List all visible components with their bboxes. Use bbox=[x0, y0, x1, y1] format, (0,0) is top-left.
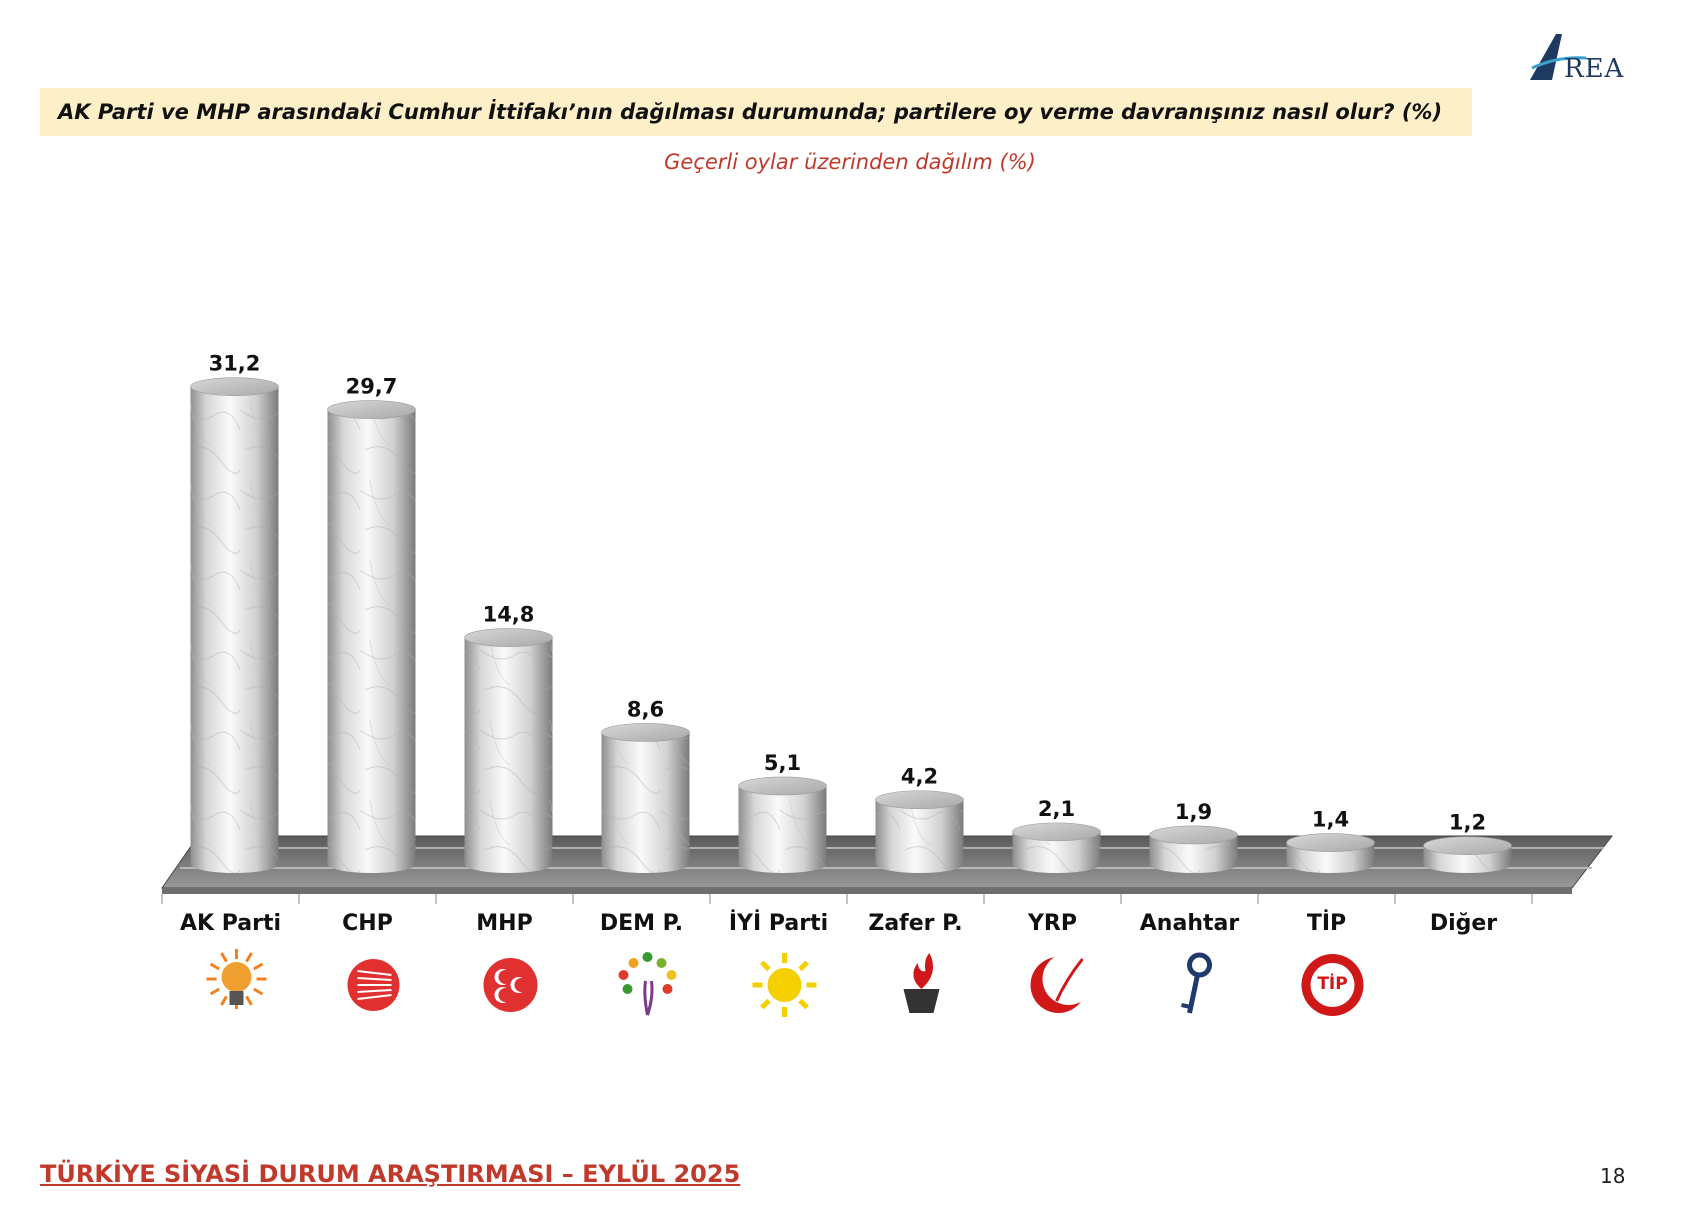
category-label: Anahtar bbox=[1140, 911, 1240, 936]
category-label: Zafer P. bbox=[868, 911, 962, 936]
value-label: 1,4 bbox=[1312, 808, 1349, 832]
bar-cap bbox=[875, 790, 964, 810]
category-label: Diğer bbox=[1430, 911, 1497, 936]
page-number: 18 bbox=[1600, 1164, 1626, 1188]
value-label: 8,6 bbox=[627, 697, 664, 721]
area-logo: REA bbox=[1528, 28, 1658, 88]
bar-cap bbox=[327, 400, 416, 419]
lightbulb-icon bbox=[206, 949, 267, 1009]
tip-seal-icon: TİP bbox=[1301, 954, 1364, 1016]
bar-cap bbox=[464, 628, 553, 647]
floor-front bbox=[162, 888, 1572, 894]
bar-cap bbox=[738, 776, 827, 796]
bar bbox=[464, 628, 553, 873]
category-label: MHP bbox=[476, 911, 532, 936]
category-label: CHP bbox=[342, 911, 393, 936]
bar-cap bbox=[1423, 836, 1512, 855]
bar-cap bbox=[601, 723, 690, 742]
bar-texture bbox=[327, 409, 416, 873]
bar-texture bbox=[875, 799, 964, 873]
bar bbox=[738, 776, 827, 873]
bar bbox=[327, 400, 416, 873]
bar bbox=[1012, 822, 1101, 873]
flame-icon bbox=[903, 953, 940, 1013]
value-label: 2,1 bbox=[1038, 797, 1075, 821]
bar-cap bbox=[1149, 825, 1238, 845]
value-label: 5,1 bbox=[764, 751, 801, 775]
bar-texture bbox=[1012, 831, 1101, 873]
bar bbox=[875, 790, 964, 873]
labels-group: 31,2 AK Parti 29,7 CHP 14,8 MHP 8,6 DEM P. 5,1 İY… bbox=[180, 352, 1497, 1017]
bar bbox=[190, 377, 279, 873]
bar-cap bbox=[1012, 822, 1101, 842]
category-label: DEM P. bbox=[600, 911, 683, 936]
bar bbox=[1286, 833, 1375, 873]
value-label: 31,2 bbox=[209, 352, 261, 376]
category-label: YRP bbox=[1027, 911, 1077, 936]
category-label: İYİ Parti bbox=[729, 910, 828, 936]
logo-text: REA bbox=[1564, 54, 1625, 84]
tree-icon bbox=[618, 952, 677, 1016]
value-label: 1,9 bbox=[1175, 800, 1212, 824]
key-icon bbox=[1181, 952, 1212, 1014]
bar bbox=[1423, 836, 1512, 873]
category-label: AK Parti bbox=[180, 911, 281, 936]
bars-group bbox=[190, 377, 1512, 873]
bar-texture bbox=[1149, 834, 1238, 873]
question-title: AK Parti ve MHP arasındaki Cumhur İttifa… bbox=[58, 100, 1443, 124]
chart-subtitle: Geçerli oylar üzerinden dağılım (%) bbox=[664, 150, 1036, 174]
tip-seal-text: TİP bbox=[1317, 972, 1347, 994]
bar-cap bbox=[190, 377, 279, 396]
value-label: 4,2 bbox=[901, 765, 938, 789]
value-label: 29,7 bbox=[346, 375, 398, 399]
bar-cap bbox=[1286, 833, 1375, 852]
bar bbox=[1149, 825, 1238, 873]
category-label: TİP bbox=[1307, 910, 1346, 936]
sun-icon bbox=[752, 953, 817, 1017]
value-label: 14,8 bbox=[483, 603, 535, 627]
footer-title: TÜRKİYE SİYASİ DURUM ARAŞTIRMASI – EYLÜL… bbox=[40, 1160, 741, 1188]
crescent-wheat-icon bbox=[1030, 953, 1095, 1013]
question-title-bar: AK Parti ve MHP arasındaki Cumhur İttifa… bbox=[40, 88, 1472, 136]
bar-texture bbox=[190, 386, 279, 873]
logo-mark-icon bbox=[1530, 34, 1587, 80]
bar-texture bbox=[601, 732, 690, 873]
six-arrows-icon bbox=[347, 959, 400, 1011]
three-crescents-icon bbox=[483, 958, 538, 1012]
value-label: 1,2 bbox=[1449, 811, 1486, 835]
bar-texture bbox=[464, 637, 553, 873]
bar bbox=[601, 723, 690, 873]
bar-texture bbox=[738, 785, 827, 873]
